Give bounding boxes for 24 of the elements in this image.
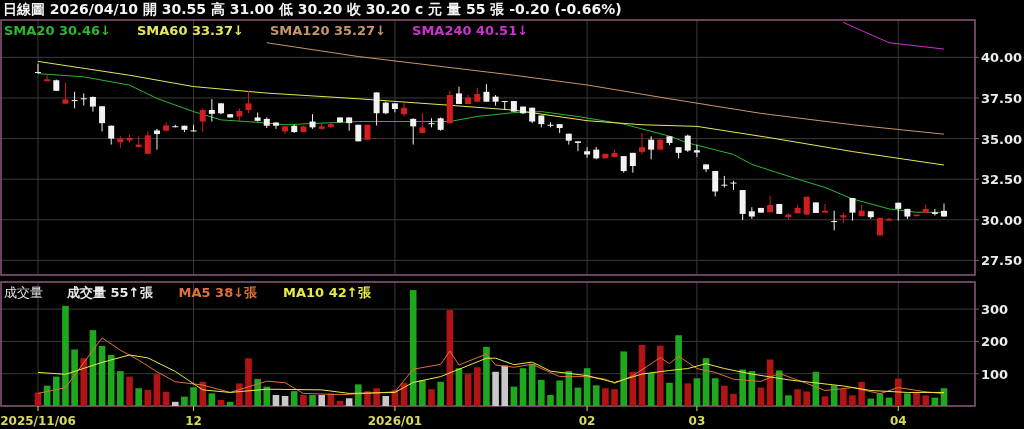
x-tick-label: 2026/01: [367, 414, 423, 428]
y-tick-label: 100: [981, 366, 1009, 382]
x-tick-label: 03: [688, 414, 706, 428]
text: SMA60 33.37↓: [137, 23, 244, 38]
y-tick-label: 40.00: [981, 50, 1023, 66]
text: SMA240 40.51↓: [412, 23, 529, 38]
y-tick-label: 30.00: [981, 212, 1023, 228]
text: MA5 38↓張: [178, 285, 259, 300]
text: SMA20 30.46↓: [4, 23, 111, 38]
chart-title: 成交量: [4, 285, 43, 300]
y-tick-label: 32.50: [981, 172, 1023, 188]
y-tick-label: 37.50: [981, 90, 1023, 106]
x-tick-label: 2025/11/06: [0, 414, 76, 428]
series-label: 成交量 55↑張: [66, 285, 154, 300]
x-tick-label: 04: [889, 414, 907, 428]
y-tick-label: 27.50: [981, 253, 1023, 269]
x-tick-label: 02: [578, 414, 596, 428]
y-tick-label: 35.00: [981, 131, 1023, 147]
y-tick-label: 200: [981, 334, 1009, 350]
series-label: SMA120 35.27↓: [270, 23, 387, 38]
x-tick-label: 12: [185, 414, 202, 428]
text: MA10 42↑張: [283, 285, 372, 300]
chart-title: 日線圖 2026/04/10 開 30.55 高 31.00 低 30.20 收 30.20 c 元 量 55 張 -0.20 (-0.66%): [3, 1, 622, 17]
y-tick-label: 300: [981, 302, 1009, 318]
